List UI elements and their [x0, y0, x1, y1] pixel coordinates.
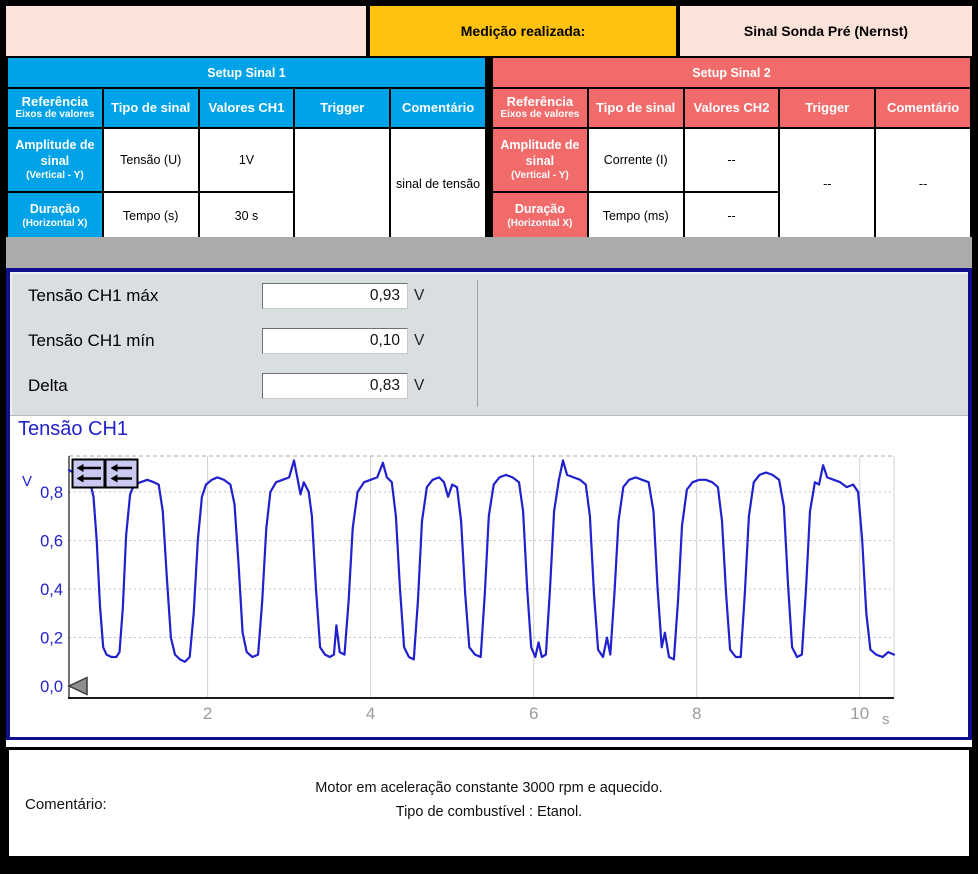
measurement-row-max: Tensão CH1 máx V: [10, 283, 968, 310]
setup1-col-valores: Valores CH1: [197, 87, 296, 129]
setup2-row-amplitude: Amplitude de sinal (Vertical - Y): [491, 127, 589, 193]
tensao-max-unit: V: [414, 287, 425, 304]
setup2-col-referencia: Referência Eixos de valores: [491, 87, 589, 129]
x-axis-tick-label: 6: [529, 704, 538, 723]
setup1-amplitude-valor: 1V: [197, 127, 296, 193]
setup1-title: Setup Sinal 1: [6, 56, 487, 89]
measurement-row-min: Tensão CH1 mín V: [10, 328, 968, 355]
setup1-amplitude-tipo: Tensão (U): [101, 127, 200, 193]
row-label: Amplitude de sinal: [500, 138, 580, 168]
setup1-row-duracao: Duração (Horizontal X): [6, 191, 104, 241]
setup2-col-tipo: Tipo de sinal: [586, 87, 685, 129]
y-axis-tick-label: 0,4: [40, 581, 63, 599]
setup2-amplitude-tipo: Corrente (I): [586, 127, 685, 193]
setup2-comentario-value: --: [874, 127, 972, 241]
setup-signal-2-table: Setup Sinal 2 Referência Eixos de valore…: [491, 56, 972, 241]
chart-title: Tensão CH1: [18, 418, 129, 440]
chart-svg: 0,0 0,2 0,4 0,6 0,8 2 4 6 8 10 V s: [22, 455, 896, 728]
setup2-col-trigger: Trigger: [778, 87, 877, 129]
setup1-duracao-valor: 30 s: [197, 191, 296, 241]
separator-bar: [6, 237, 972, 268]
setup2-duracao-tipo: Tempo (ms): [586, 191, 685, 241]
pan-left-button[interactable]: [71, 458, 106, 489]
y-axis-tick-label: 0,6: [40, 532, 63, 550]
x-axis-tick-label: 10: [850, 704, 869, 723]
signal-name-label: Sinal Sonda Pré (Nernst): [680, 6, 972, 56]
delta-label: Delta: [28, 376, 68, 395]
setup2-row-duracao: Duração (Horizontal X): [491, 191, 589, 241]
setup1-row-amplitude: Amplitude de sinal (Vertical - Y): [6, 127, 104, 193]
comment-label: Comentário:: [25, 796, 107, 813]
setup-tables: Setup Sinal 1 Referência Eixos de valore…: [6, 56, 972, 241]
trigger-level-marker-icon[interactable]: [67, 676, 88, 696]
measurement-row-delta: Delta V: [10, 373, 968, 400]
tensao-min-value-field[interactable]: [262, 328, 408, 354]
panel-divider: [477, 280, 478, 407]
setup1-col-tipo: Tipo de sinal: [101, 87, 200, 129]
y-axis-tick-label: 0,8: [40, 484, 63, 502]
setup2-amplitude-valor: --: [682, 127, 781, 193]
setup1-trigger-value: [293, 127, 392, 241]
setup-signal-1-table: Setup Sinal 1 Referência Eixos de valore…: [6, 56, 487, 241]
setup1-col-trigger: Trigger: [293, 87, 392, 129]
y-axis-tick-label: 0,2: [40, 630, 63, 648]
oscilloscope-chart: Tensão CH1 0,0 0,2 0,4 0,6 0,8 2 4 6 8 10 V s: [10, 415, 968, 737]
tensao-max-value-field[interactable]: [262, 283, 408, 309]
measurement-performed-label: Medição realizada:: [370, 6, 676, 56]
section-gap: [6, 740, 972, 747]
waveform-trace: [67, 459, 896, 663]
x-axis-tick-label: 4: [366, 704, 375, 723]
delta-value-field[interactable]: [262, 373, 408, 399]
pan-left-fast-button[interactable]: [104, 458, 139, 489]
setup2-trigger-value: --: [778, 127, 877, 241]
comment-text: Motor em aceleração constante 3000 rpm e…: [9, 776, 969, 824]
setup2-duracao-valor: --: [682, 191, 781, 241]
row-sublabel: (Horizontal X): [507, 217, 573, 229]
setup1-duracao-tipo: Tempo (s): [101, 191, 200, 241]
col-ref-label: Referência: [21, 93, 89, 109]
tensao-min-unit: V: [414, 332, 425, 349]
col-ref-sublabel: Eixos de valores: [500, 109, 580, 121]
row-label: Duração: [29, 202, 80, 217]
setup1-col-referencia: Referência Eixos de valores: [6, 87, 104, 129]
x-axis-tick-label: 8: [692, 704, 701, 723]
x-axis-unit-label: s: [882, 711, 890, 728]
y-axis-unit-label: V: [22, 473, 32, 490]
comment-section: Comentário: Motor em aceleração constant…: [6, 747, 972, 859]
tensao-max-label: Tensão CH1 máx: [28, 286, 159, 305]
measurements-panel: Tensão CH1 máx V Tensão CH1 mín V Delta …: [10, 272, 968, 415]
top-header: Medição realizada: Sinal Sonda Pré (Nern…: [6, 6, 972, 56]
setup2-col-valores: Valores CH2: [682, 87, 781, 129]
row-label: Duração: [514, 202, 565, 217]
comment-line-2: Tipo de combustível : Etanol.: [395, 804, 583, 820]
setup1-col-comentario: Comentário: [389, 87, 487, 129]
x-axis-tick-label: 2: [203, 704, 212, 723]
setup2-col-comentario: Comentário: [874, 87, 972, 129]
setup1-comentario-value: sinal de tensão: [389, 127, 487, 241]
row-sublabel: (Vertical - Y): [511, 169, 569, 181]
delta-unit: V: [414, 377, 425, 394]
row-sublabel: (Vertical - Y): [26, 169, 84, 181]
scope-section: Tensão CH1 máx V Tensão CH1 mín V Delta …: [6, 268, 972, 740]
row-sublabel: (Horizontal X): [22, 217, 88, 229]
y-axis-tick-label: 0,0: [40, 678, 63, 696]
tensao-min-label: Tensão CH1 mín: [28, 331, 155, 350]
col-ref-sublabel: Eixos de valores: [15, 109, 95, 121]
header-empty-cell: [6, 6, 366, 56]
col-ref-label: Referência: [506, 93, 574, 109]
comment-line-1: Motor em aceleração constante 3000 rpm e…: [315, 780, 663, 796]
setup2-title: Setup Sinal 2: [491, 56, 972, 89]
row-label: Amplitude de sinal: [15, 138, 95, 168]
